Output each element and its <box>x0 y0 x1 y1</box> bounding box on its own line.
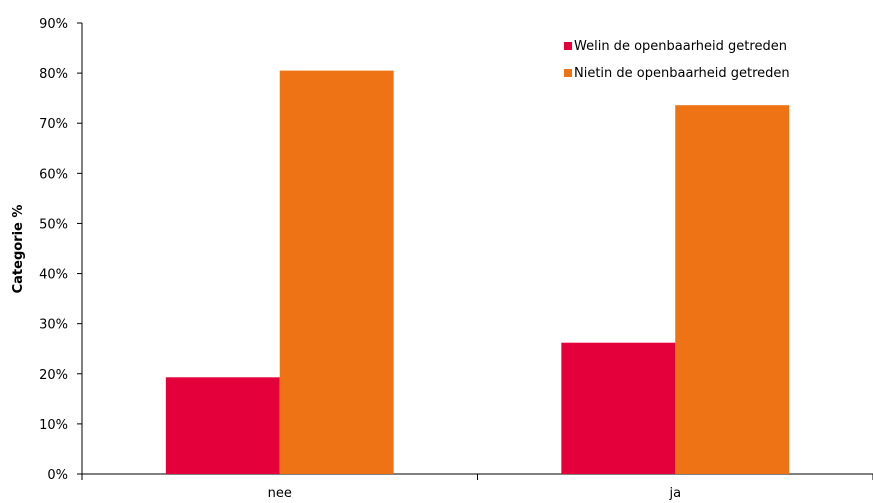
legend-label: Welin de openbaarheid getreden <box>574 39 787 54</box>
y-tick-label: 40% <box>39 268 68 283</box>
y-axis: 0% 10% 20% 30% 40% 50% 60% 70% 80% 90% <box>39 17 83 483</box>
x-tick-label: ja <box>668 486 681 501</box>
y-tick-label: 30% <box>39 318 68 333</box>
bar-niet-ja <box>675 105 790 474</box>
y-tick-label: 90% <box>39 17 68 32</box>
x-axis: nee ja <box>81 473 873 501</box>
legend-swatch <box>564 69 572 77</box>
y-tick-label: 10% <box>39 418 68 433</box>
bar-wel-ja <box>561 342 676 474</box>
y-tick-label: 50% <box>39 217 68 232</box>
y-tick-label: 70% <box>39 117 68 132</box>
legend-label: Nietin de openbaarheid getreden <box>574 66 790 81</box>
y-tick-label: 20% <box>39 368 68 383</box>
legend: Welin de openbaarheid getreden Nietin de … <box>564 39 790 81</box>
y-tick-label: 80% <box>39 67 68 82</box>
bar-niet-nee <box>279 70 394 474</box>
y-tick-label: 0% <box>47 468 68 483</box>
bar-wel-nee <box>165 377 280 474</box>
y-tick-label: 60% <box>39 167 68 182</box>
x-tick-label: nee <box>268 486 292 501</box>
y-axis-title: Categorie % <box>11 205 26 294</box>
legend-swatch <box>564 42 572 50</box>
bars <box>165 70 790 474</box>
